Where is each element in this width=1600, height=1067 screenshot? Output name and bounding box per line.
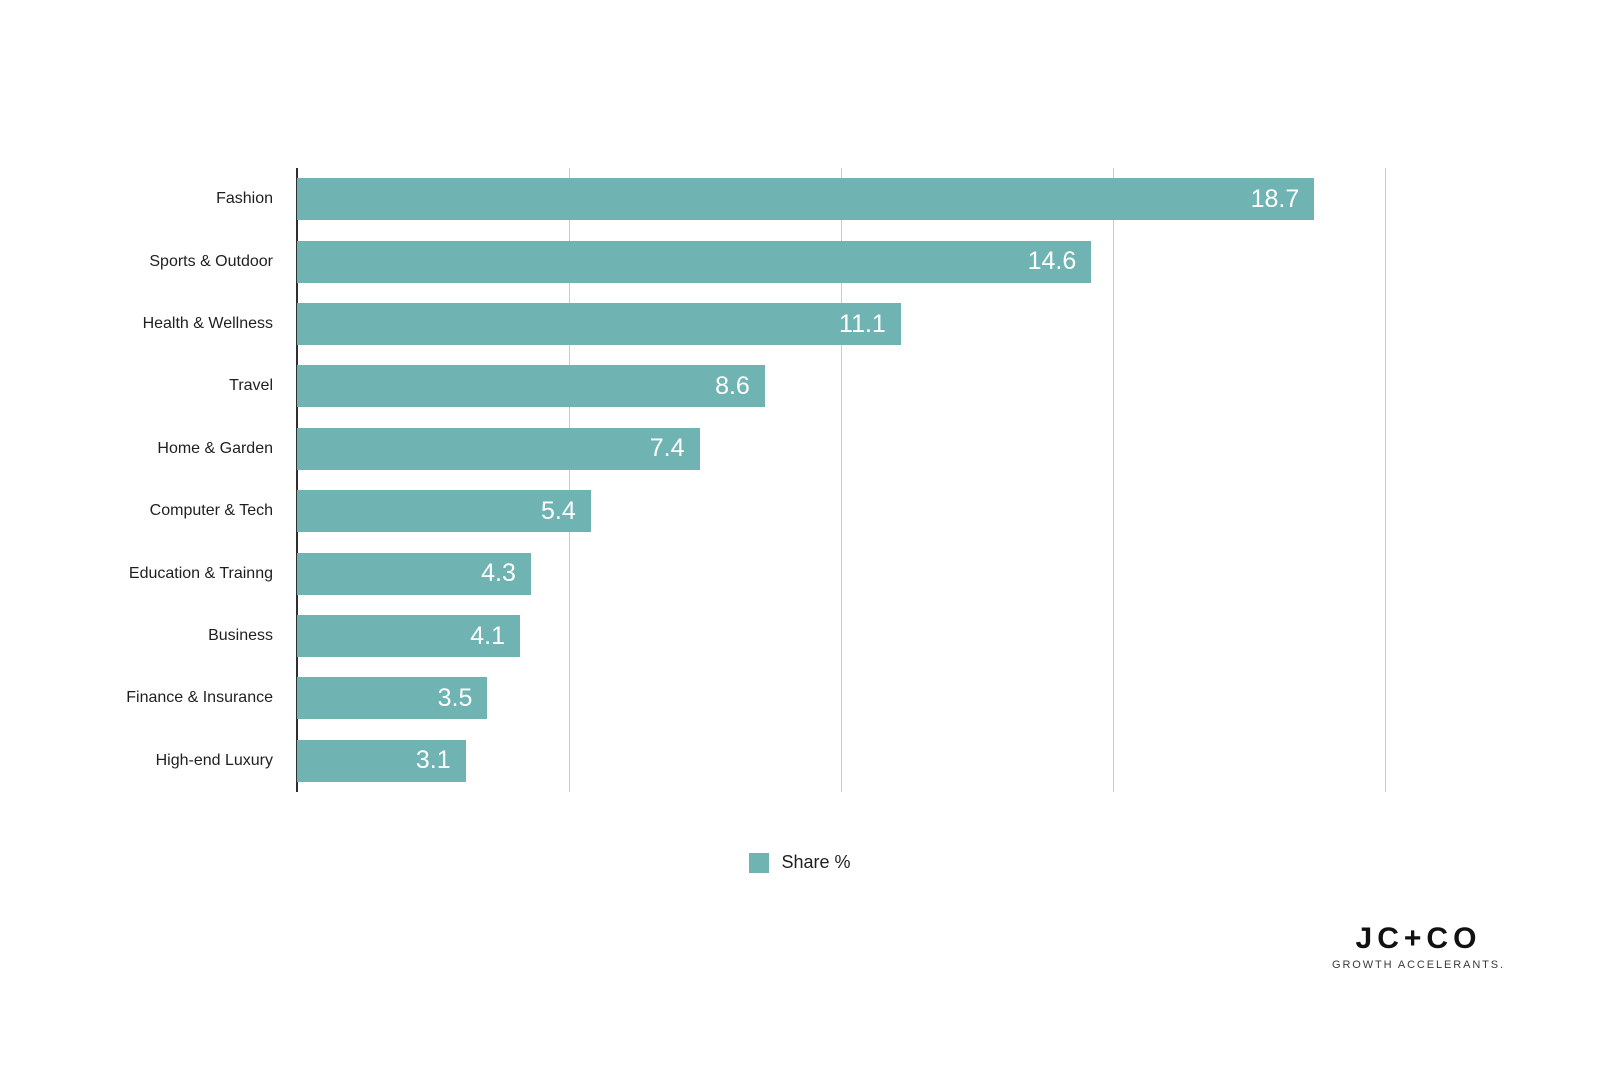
chart-row: High-end Luxury 3.1 (0, 730, 1385, 792)
bar: 14.6 (297, 240, 1092, 283)
bar-value-label: 3.5 (437, 683, 473, 712)
bar-value-label: 7.4 (649, 434, 685, 463)
chart-row: Sports & Outdoor 14.6 (0, 230, 1385, 292)
bar-value-label: 4.1 (470, 621, 506, 650)
bar-value-label: 4.3 (481, 559, 516, 588)
bar-area: 7.4 (297, 418, 1385, 480)
gridline (1385, 168, 1386, 792)
chart-row: Travel 8.6 (0, 355, 1385, 417)
category-label: Computer & Tech (149, 502, 273, 520)
bar: 18.7 (297, 178, 1315, 221)
category-label: Education & Trainng (128, 564, 273, 582)
logo-tagline: GROWTH ACCELERANTS. (1331, 959, 1505, 971)
plot-gridlines (296, 168, 1386, 792)
bar-area: 4.1 (297, 605, 1385, 667)
bar-value-label: 5.4 (540, 496, 576, 525)
category-label: Business (208, 627, 273, 645)
bar-chart: Fashion 18.7 Sports & Outdoor 14.6 Health & … (0, 168, 1386, 792)
category-label: High-end Luxury (155, 751, 273, 769)
bar: 5.4 (297, 490, 591, 533)
legend-label: Share % (781, 852, 851, 872)
bar-value-label: 11.1 (839, 309, 886, 338)
category-label: Finance & Insurance (126, 689, 273, 707)
bar-area: 11.1 (297, 293, 1385, 355)
bar: 8.6 (297, 365, 765, 408)
chart-row: Home & Garden 7.4 (0, 418, 1385, 480)
chart-row: Business 4.1 (0, 605, 1385, 667)
bar: 4.3 (297, 552, 531, 595)
chart-row: Health & Wellness 11.1 (0, 293, 1385, 355)
bar-area: 5.4 (297, 480, 1385, 542)
gridline (1113, 168, 1114, 792)
bar: 7.4 (297, 427, 700, 470)
chart-row: Fashion 18.7 (0, 168, 1385, 230)
jcco-logo: JC+CO GROWTH ACCELERANTS. (1332, 922, 1505, 971)
bar: 4.1 (297, 615, 521, 658)
legend-swatch (749, 852, 770, 873)
bar-value-label: 14.6 (1027, 247, 1077, 276)
bar-value-label: 8.6 (715, 371, 750, 400)
bar-area: 3.1 (297, 730, 1385, 792)
gridline (569, 168, 570, 792)
bar-value-label: 3.1 (415, 746, 451, 775)
chart-row: Education & Trainng 4.3 (0, 542, 1385, 604)
bar-area: 3.5 (297, 667, 1385, 729)
category-label: Sports & Outdoor (149, 252, 273, 270)
chart-row: Finance & Insurance 3.5 (0, 667, 1385, 729)
bar-area: 14.6 (297, 230, 1385, 292)
logo-wordmark: JC+CO (1355, 922, 1482, 955)
bar: 11.1 (297, 303, 901, 346)
bar-area: 18.7 (297, 168, 1385, 230)
chart-legend: Share % (0, 852, 1600, 873)
category-label: Health & Wellness (142, 315, 273, 333)
bar: 3.1 (297, 739, 466, 782)
chart-rows: Fashion 18.7 Sports & Outdoor 14.6 Health & … (0, 168, 1385, 792)
gridline (841, 168, 842, 792)
bar-area: 4.3 (297, 542, 1385, 604)
category-label: Home & Garden (157, 439, 273, 457)
chart-row: Computer & Tech 5.4 (0, 480, 1385, 542)
bar: 3.5 (297, 677, 488, 720)
y-axis-line (296, 168, 298, 792)
bar-value-label: 18.7 (1250, 184, 1300, 213)
category-label: Travel (229, 377, 273, 395)
category-label: Fashion (216, 190, 273, 208)
bar-area: 8.6 (297, 355, 1385, 417)
